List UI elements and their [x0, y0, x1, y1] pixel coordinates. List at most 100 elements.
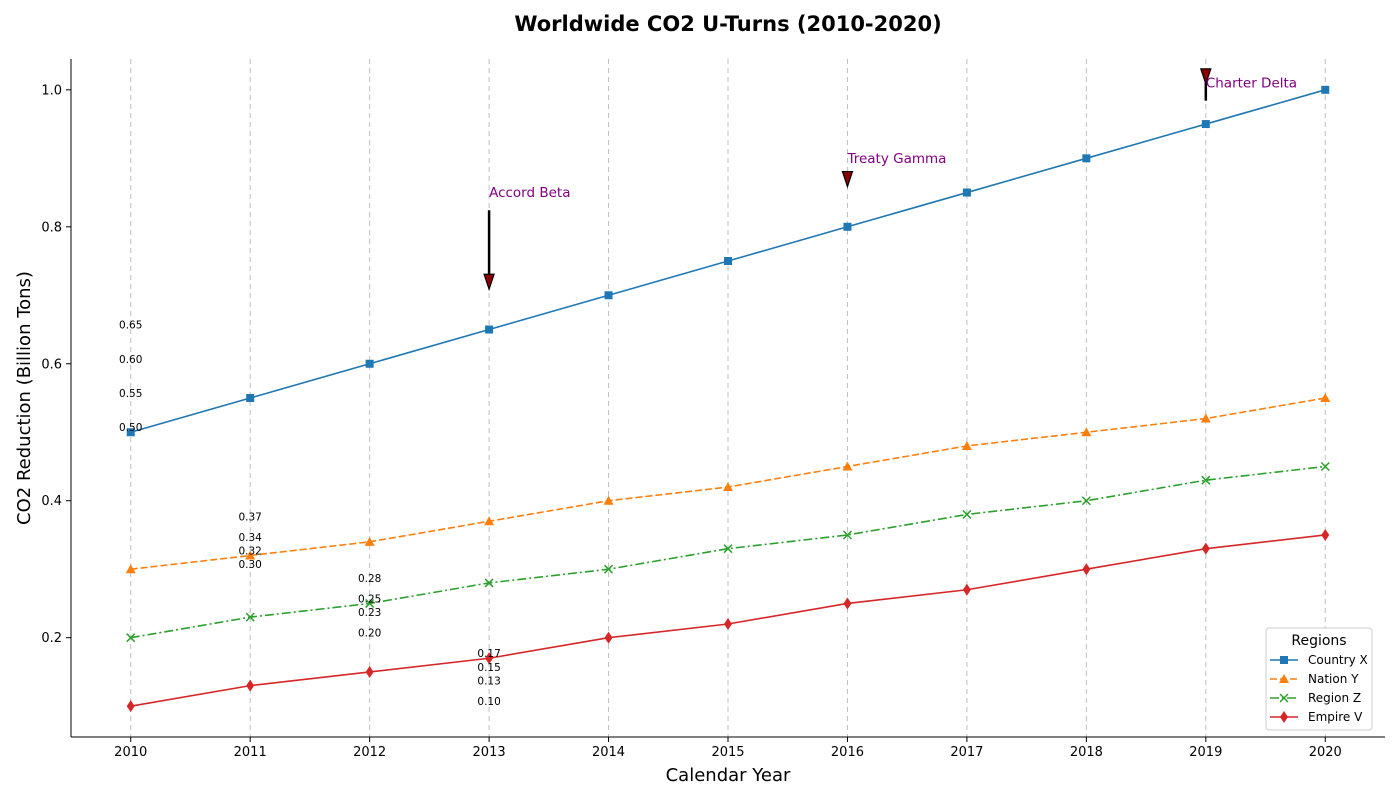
data-point	[484, 516, 495, 526]
data-label: 0.32	[238, 546, 261, 558]
legend-label: Region Z	[1308, 691, 1361, 705]
marker-stroke	[604, 564, 614, 574]
data-label: 0.55	[119, 388, 142, 400]
y-tick-label: 1.0	[41, 83, 62, 98]
y-axis-label: CO2 Reduction (Billion Tons)	[14, 271, 35, 525]
x-tick-label: 2014	[592, 745, 625, 760]
data-point	[246, 679, 255, 692]
legend-item: Country X	[1270, 653, 1368, 667]
data-point	[485, 652, 494, 665]
legend: Regions Country X Nation Y Region Z Empire …	[1265, 627, 1373, 731]
data-point	[365, 359, 374, 368]
data-label: 0.28	[358, 573, 381, 585]
annotation-charter-delta: Charter Delta	[1199, 68, 1297, 101]
data-point	[125, 564, 136, 574]
data-point	[364, 536, 375, 546]
data-point	[962, 188, 971, 197]
marker-stroke	[126, 633, 136, 643]
x-tick-label: 2012	[353, 745, 386, 760]
data-point	[961, 440, 972, 450]
data-point	[126, 700, 135, 713]
series-region-z	[126, 461, 1330, 643]
data-point	[126, 428, 135, 437]
legend-box	[1265, 627, 1373, 731]
marker-stroke	[842, 530, 852, 540]
series-nation-y	[125, 393, 1331, 574]
series-lines	[125, 85, 1331, 713]
data-point	[843, 597, 852, 610]
data-point	[1082, 563, 1091, 576]
data-label: 0.23	[358, 607, 381, 619]
x-axis-label: Calendar Year	[666, 765, 791, 786]
legend-item: Region Z	[1270, 691, 1361, 705]
legend-title: Regions	[1291, 633, 1346, 649]
legend-marker	[1280, 656, 1288, 664]
marker-stroke	[245, 612, 255, 622]
data-point	[126, 633, 136, 643]
data-label: 0.13	[477, 676, 500, 688]
y-ticks: 0.2 0.4 0.6 0.8 1.0	[41, 83, 71, 646]
data-point	[842, 530, 852, 540]
data-point	[245, 550, 256, 560]
legend-label: Country X	[1308, 653, 1368, 667]
data-point	[365, 665, 374, 678]
data-label: 0.20	[358, 628, 381, 640]
data-label: 0.65	[119, 320, 142, 332]
marker-stroke	[1081, 496, 1091, 506]
data-point	[604, 564, 614, 574]
marker-stroke	[723, 544, 733, 554]
marker-stroke	[1279, 693, 1289, 703]
data-label: 0.50	[119, 422, 142, 434]
annotation-accord-beta: Accord Beta	[483, 185, 571, 292]
data-label: 0.10	[477, 696, 500, 708]
y-tick-label: 0.2	[41, 631, 62, 646]
y-tick-label: 0.4	[41, 494, 62, 509]
data-point	[1320, 393, 1331, 402]
x-tick-label: 2018	[1070, 745, 1103, 760]
data-point	[604, 631, 613, 644]
marker-stroke	[1201, 475, 1211, 485]
data-point	[1082, 154, 1091, 163]
annotation-arrow-head	[841, 170, 854, 189]
chart-title: Worldwide CO2 U-Turns (2010-2020)	[514, 12, 941, 36]
marker-stroke	[962, 509, 972, 519]
legend-label: Nation Y	[1308, 672, 1359, 686]
x-tick-label: 2016	[831, 745, 864, 760]
data-point	[1321, 528, 1330, 541]
data-label: 0.34	[238, 532, 262, 544]
data-point	[1201, 475, 1211, 485]
x-tick-label: 2019	[1189, 745, 1222, 760]
data-point	[1320, 461, 1330, 472]
annotation-treaty-gamma: Treaty Gamma	[841, 151, 946, 189]
data-label: 0.30	[238, 559, 261, 571]
data-point	[962, 583, 971, 596]
x-tick-label: 2013	[473, 745, 506, 760]
data-point	[842, 461, 853, 471]
marker-stroke	[484, 578, 494, 588]
legend-label: Empire V	[1308, 710, 1363, 724]
x-ticks: 2010 2011 2012 2013 2014 2015 2016 2017 2018 2019…	[114, 737, 1342, 760]
x-tick-label: 2010	[114, 745, 147, 760]
data-point	[724, 618, 732, 630]
data-label: 0.25	[358, 593, 381, 605]
legend-marker	[1280, 711, 1288, 723]
legend-marker	[1279, 674, 1289, 683]
series-line	[130, 465, 1326, 639]
marker-stroke	[365, 598, 375, 608]
x-tick-label: 2011	[234, 745, 267, 760]
grid-lines	[130, 59, 1326, 737]
data-label: 0.17	[477, 648, 500, 660]
series-empire-v	[126, 528, 1330, 713]
data-point	[1201, 120, 1210, 129]
data-point	[245, 612, 255, 622]
data-point	[723, 482, 733, 492]
data-label: 0.60	[119, 354, 142, 366]
annotation-arrow-head	[483, 273, 495, 292]
data-point	[485, 325, 494, 334]
annotation-text: Treaty Gamma	[846, 151, 946, 167]
data-point	[604, 291, 613, 300]
data-label: 0.37	[238, 511, 261, 523]
marker-stroke	[1320, 461, 1330, 472]
